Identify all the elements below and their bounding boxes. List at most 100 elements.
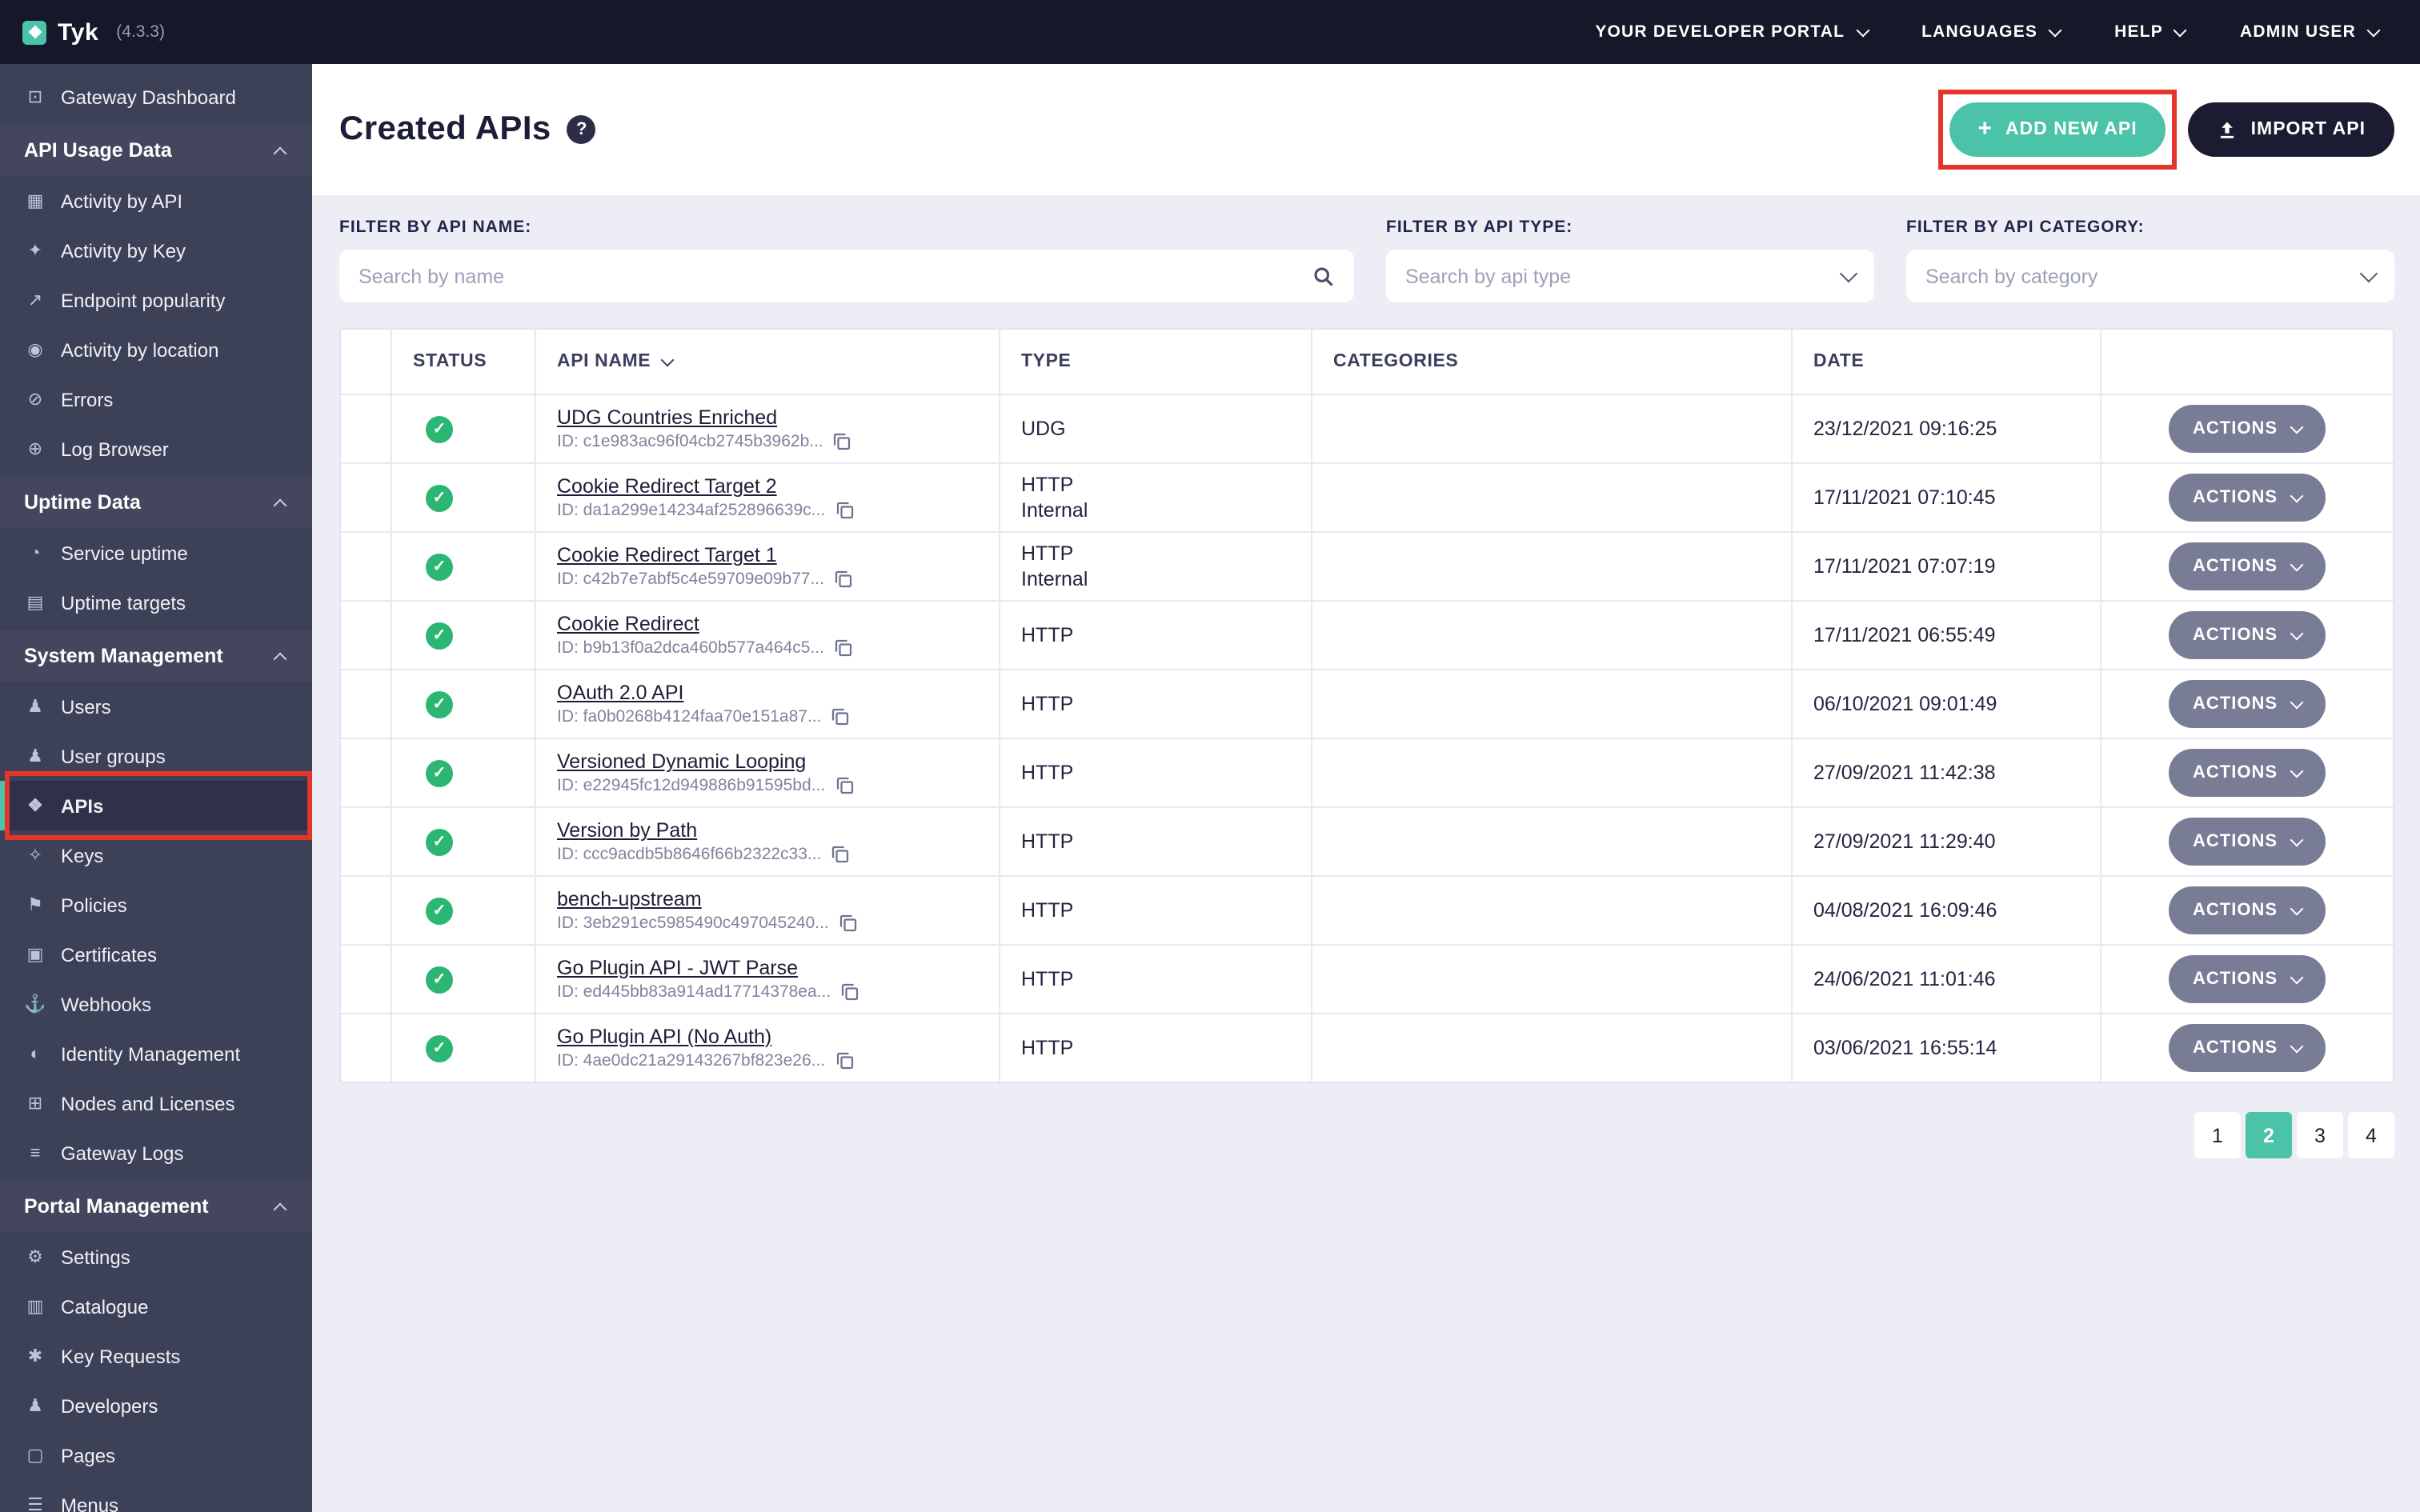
sidebar-item-errors[interactable]: ⊘ Errors <box>0 374 312 424</box>
status-cell: ✓ <box>392 669 536 738</box>
api-name-link[interactable]: UDG Countries Enriched <box>557 406 778 429</box>
import-api-button[interactable]: IMPORT API <box>2188 102 2394 157</box>
sidebar-item-settings[interactable]: ⚙ Settings <box>0 1232 312 1282</box>
sidebar-item-activity-by-api[interactable]: ▦ Activity by API <box>0 176 312 226</box>
copy-icon[interactable] <box>835 1051 854 1070</box>
chevron-down-icon <box>2290 833 2304 847</box>
row-select-cell <box>341 600 392 669</box>
copy-icon[interactable] <box>840 982 859 1002</box>
pagination-page-3[interactable]: 3 <box>2297 1112 2343 1158</box>
help-icon[interactable]: ? <box>567 115 596 144</box>
sidebar-item-label: Activity by location <box>61 338 219 361</box>
actions-button[interactable]: ACTIONS <box>2169 542 2326 590</box>
copy-icon[interactable] <box>831 707 850 726</box>
topbar-menu-languages[interactable]: LANGUAGES <box>1921 22 2062 42</box>
sidebar-item-nodes-and-licenses[interactable]: ⊞ Nodes and Licenses <box>0 1078 312 1128</box>
pagination-page-4[interactable]: 4 <box>2348 1112 2394 1158</box>
actions-button[interactable]: ACTIONS <box>2169 405 2326 453</box>
date-text: 27/09/2021 11:29:40 <box>1813 830 1996 853</box>
api-name-link[interactable]: Version by Path <box>557 819 698 842</box>
chevron-up-icon <box>273 651 287 666</box>
api-name-cell: Version by Path ID: ccc9acdb5b8646f66b232… <box>536 806 1000 875</box>
filters-bar: FILTER BY API NAME: FILTER BY API TYPE: Se… <box>312 195 2420 302</box>
sidebar-item-gateway-dashboard[interactable]: ⊡ Gateway Dashboard <box>0 72 312 122</box>
sidebar-item-activity-by-location[interactable]: ◉ Activity by location <box>0 325 312 374</box>
status-cell: ✓ <box>392 944 536 1013</box>
sidebar-section-api-usage-data[interactable]: API Usage Data <box>0 125 312 176</box>
actions-button[interactable]: ACTIONS <box>2169 749 2326 797</box>
search-icon[interactable] <box>1312 265 1335 287</box>
sidebar-section-system-management[interactable]: System Management <box>0 630 312 682</box>
type-primary: HTTP <box>1021 542 1074 565</box>
table-header-status: STATUS <box>392 330 536 394</box>
sidebar-item-activity-by-key[interactable]: ✦ Activity by Key <box>0 226 312 275</box>
search-input[interactable] <box>359 265 1312 287</box>
status-cell: ✓ <box>392 875 536 944</box>
sidebar-item-endpoint-popularity[interactable]: ↗ Endpoint popularity <box>0 275 312 325</box>
row-select-cell <box>341 875 392 944</box>
sidebar-item-user-groups[interactable]: ♟ User groups <box>0 731 312 781</box>
sidebar: ⊡ Gateway Dashboard API Usage Data ▦ Activit… <box>0 64 312 1512</box>
api-name-link[interactable]: Cookie Redirect <box>557 613 699 635</box>
topbar-menu-your-developer-portal[interactable]: YOUR DEVELOPER PORTAL <box>1595 22 1869 42</box>
table-header-select-col <box>341 330 392 394</box>
sidebar-item-identity-management[interactable]: ◐ Identity Management <box>0 1029 312 1078</box>
sort-chevron-icon[interactable] <box>659 352 674 366</box>
status-cell: ✓ <box>392 738 536 806</box>
api-name-link[interactable]: Versioned Dynamic Looping <box>557 750 807 773</box>
sidebar-item-label: Activity by Key <box>61 239 186 262</box>
filter-select-filter-by-api-type[interactable]: Search by api type <box>1386 250 1874 302</box>
sidebar-item-uptime-targets[interactable]: ▤ Uptime targets <box>0 578 312 627</box>
add-new-api-button[interactable]: + ADD NEW API <box>1949 102 2166 157</box>
topbar-menu-help[interactable]: HELP <box>2114 22 2188 42</box>
api-name-link[interactable]: bench-upstream <box>557 888 702 910</box>
row-select-cell <box>341 669 392 738</box>
copy-icon[interactable] <box>833 432 852 451</box>
copy-icon[interactable] <box>835 776 854 795</box>
copy-icon[interactable] <box>831 845 850 864</box>
sidebar-item-policies[interactable]: ⚑ Policies <box>0 880 312 930</box>
actions-button[interactable]: ACTIONS <box>2169 611 2326 659</box>
topbar-menu-admin-user[interactable]: ADMIN USER <box>2240 22 2381 42</box>
sidebar-item-gateway-logs[interactable]: ≡ Gateway Logs <box>0 1128 312 1178</box>
type-cell: UDG <box>1000 394 1312 462</box>
actions-button[interactable]: ACTIONS <box>2169 680 2326 728</box>
sidebar-item-users[interactable]: ♟ Users <box>0 682 312 731</box>
filter-select-filter-by-api-category[interactable]: Search by category <box>1906 250 2394 302</box>
copy-icon[interactable] <box>834 570 853 589</box>
sidebar-item-developers[interactable]: ♟ Developers <box>0 1381 312 1430</box>
status-active-icon: ✓ <box>426 622 453 649</box>
sidebar-item-catalogue[interactable]: ▥ Catalogue <box>0 1282 312 1331</box>
copy-icon[interactable] <box>835 501 854 520</box>
actions-cell: ACTIONS <box>2101 669 2393 738</box>
sidebar-item-service-uptime[interactable]: ◔ Service uptime <box>0 528 312 578</box>
api-name-link[interactable]: Go Plugin API (No Auth) <box>557 1026 772 1048</box>
actions-button[interactable]: ACTIONS <box>2169 955 2326 1003</box>
sidebar-item-keys[interactable]: ✧ Keys <box>0 830 312 880</box>
copy-icon[interactable] <box>834 638 853 658</box>
gateway-logs-icon: ≡ <box>30 1143 41 1162</box>
actions-button[interactable]: ACTIONS <box>2169 818 2326 866</box>
api-name-link[interactable]: Cookie Redirect Target 2 <box>557 475 777 498</box>
copy-icon[interactable] <box>839 914 858 933</box>
sidebar-item-pages[interactable]: ▢ Pages <box>0 1430 312 1480</box>
sidebar-item-log-browser[interactable]: ⊕ Log Browser <box>0 424 312 474</box>
api-name-link[interactable]: OAuth 2.0 API <box>557 682 684 704</box>
sidebar-section-portal-management[interactable]: Portal Management <box>0 1181 312 1232</box>
sidebar-item-menus[interactable]: ☰ Menus <box>0 1480 312 1512</box>
actions-button[interactable]: ACTIONS <box>2169 886 2326 934</box>
api-name-link[interactable]: Cookie Redirect Target 1 <box>557 544 777 566</box>
api-name-link[interactable]: Go Plugin API - JWT Parse <box>557 957 799 979</box>
type-primary: HTTP <box>1021 473 1074 496</box>
actions-button[interactable]: ACTIONS <box>2169 474 2326 522</box>
pagination-page-2[interactable]: 2 <box>2246 1112 2292 1158</box>
sidebar-item-apis[interactable]: ❖ APIs <box>0 771 312 840</box>
sidebar-item-webhooks[interactable]: ⚓ Webhooks <box>0 979 312 1029</box>
actions-button[interactable]: ACTIONS <box>2169 1024 2326 1072</box>
sidebar-section-uptime-data[interactable]: Uptime Data <box>0 477 312 528</box>
table-row: ✓ Cookie Redirect Target 1 ID: c42b7e7abf5… <box>341 531 2393 600</box>
pagination-page-1[interactable]: 1 <box>2194 1112 2241 1158</box>
tyk-logo[interactable]: Tyk (4.3.3) <box>22 18 165 46</box>
sidebar-item-key-requests[interactable]: ✱ Key Requests <box>0 1331 312 1381</box>
sidebar-item-certificates[interactable]: ▣ Certificates <box>0 930 312 979</box>
